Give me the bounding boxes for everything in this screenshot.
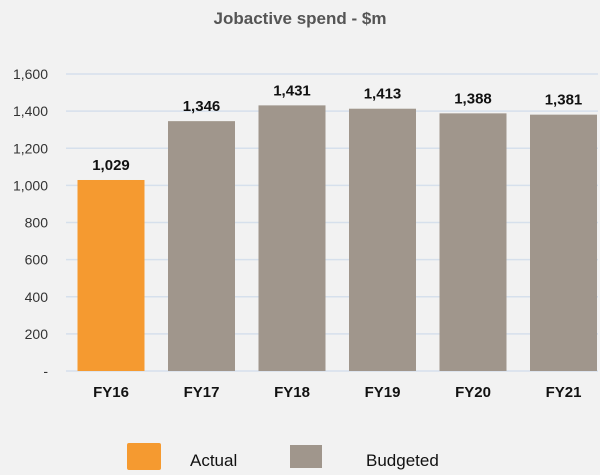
- y-tick-label: -: [43, 363, 48, 379]
- y-tick-label: 1,000: [13, 177, 48, 193]
- data-label: 1,413: [364, 86, 402, 103]
- x-axis: FY16 FY17 FY18 FY19 FY20 FY21: [93, 384, 581, 401]
- data-label: 1,381: [545, 92, 583, 109]
- bar-fy19: [349, 108, 416, 371]
- bar-fy21: [530, 114, 597, 371]
- data-label: 1,388: [454, 90, 492, 107]
- x-tick-label: FY20: [455, 384, 491, 401]
- bar-fy17: [168, 121, 235, 372]
- legend-label-budgeted: Budgeted: [366, 451, 439, 470]
- y-tick-label: 400: [25, 289, 49, 305]
- data-label: 1,029: [92, 157, 130, 174]
- y-tick-label: 600: [25, 252, 49, 268]
- x-tick-label: FY21: [546, 384, 582, 401]
- bars: 1,029 1,346 1,431 1,413 1,388 1,381: [77, 82, 597, 372]
- y-tick-label: 1,200: [13, 140, 48, 156]
- data-label: 1,431: [273, 82, 311, 99]
- data-label: 1,346: [183, 98, 221, 115]
- legend-swatch-actual: [127, 443, 161, 470]
- legend-label-actual: Actual: [190, 451, 237, 470]
- y-tick-label: 800: [25, 215, 49, 231]
- bar-fy16: [77, 179, 145, 371]
- bar-fy20: [439, 113, 507, 371]
- legend: Actual Budgeted: [127, 443, 439, 470]
- y-axis: - 200 400 600 800 1,000 1,200 1,400 1,600: [13, 66, 48, 379]
- chart-title: Jobactive spend - $m: [214, 9, 387, 28]
- y-tick-label: 200: [25, 326, 49, 342]
- y-tick-label: 1,600: [13, 66, 48, 82]
- x-tick-label: FY18: [274, 384, 310, 401]
- gridlines: [66, 73, 598, 372]
- x-tick-label: FY19: [365, 384, 401, 401]
- legend-swatch-budgeted: [290, 445, 322, 468]
- x-tick-label: FY16: [93, 384, 129, 401]
- y-tick-label: 1,400: [13, 103, 48, 119]
- x-tick-label: FY17: [184, 384, 220, 401]
- bar-fy18: [258, 105, 326, 371]
